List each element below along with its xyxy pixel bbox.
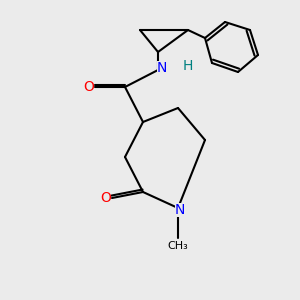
- Text: H: H: [183, 59, 193, 73]
- Text: O: O: [84, 80, 94, 94]
- Text: N: N: [175, 203, 185, 217]
- Text: N: N: [157, 61, 167, 75]
- Text: CH₃: CH₃: [168, 241, 188, 251]
- Text: O: O: [100, 191, 111, 205]
